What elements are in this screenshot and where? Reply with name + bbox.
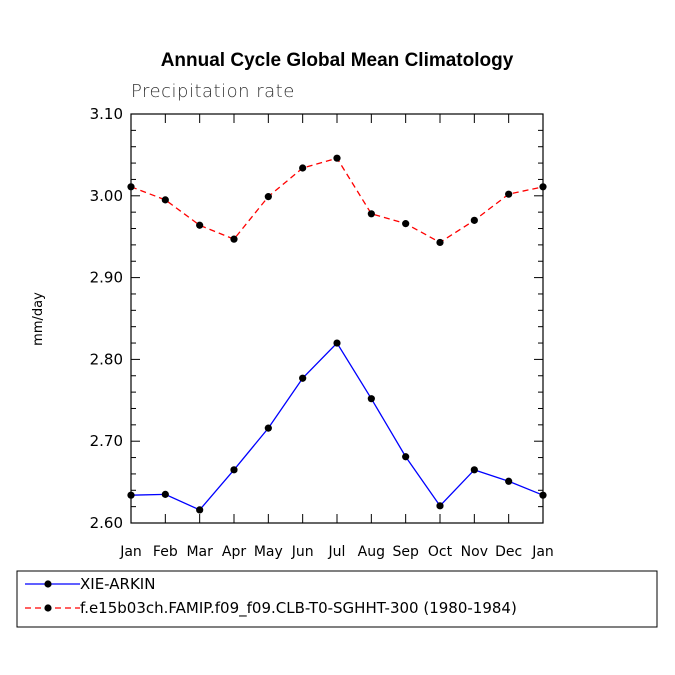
data-point — [402, 220, 410, 228]
data-point — [470, 466, 478, 474]
x-tick-label: Dec — [495, 544, 522, 560]
data-point — [230, 235, 238, 243]
data-point — [161, 196, 169, 204]
data-point — [505, 190, 513, 198]
y-tick-label: 3.00 — [90, 187, 123, 205]
legend-label: XIE-ARKIN — [80, 575, 155, 593]
legend-marker — [44, 580, 52, 588]
x-tick-label: May — [254, 544, 283, 560]
x-tick-label: Jun — [291, 544, 314, 560]
y-tick-label: 2.60 — [90, 514, 123, 532]
chart-subtitle: Precipitation rate — [131, 81, 295, 102]
data-point — [470, 216, 478, 224]
y-tick-label: 2.80 — [90, 350, 123, 368]
series-line — [130, 341, 544, 511]
data-point — [333, 339, 341, 347]
data-point — [299, 164, 307, 172]
x-tick-label: Oct — [428, 544, 453, 560]
x-tick-label: Jan — [119, 544, 142, 560]
y-axis-label: mm/day — [31, 292, 46, 346]
y-tick-label: 2.90 — [90, 269, 123, 287]
data-point — [127, 491, 135, 499]
data-point — [230, 466, 238, 474]
legend-box — [16, 570, 658, 628]
data-point — [539, 183, 547, 191]
y-tick-label: 2.70 — [90, 432, 123, 450]
series-2 — [127, 154, 547, 247]
x-tick-label: Sep — [392, 544, 419, 560]
data-point — [299, 374, 307, 382]
data-point — [436, 502, 444, 510]
chart-title: Annual Cycle Global Mean Climatology — [161, 50, 514, 71]
x-tick-label: Feb — [153, 544, 178, 560]
series-layer — [127, 154, 547, 514]
x-tick-label: Nov — [461, 544, 488, 560]
data-point — [264, 193, 272, 201]
data-point — [367, 395, 375, 403]
data-point — [505, 477, 513, 485]
data-point — [196, 506, 204, 514]
data-point — [436, 238, 444, 247]
data-point — [264, 424, 272, 432]
x-tick-labels: Jan Feb Mar Apr May Jun Jul Aug Sep Oct Nov Dec Jan — [119, 544, 554, 560]
data-point — [367, 210, 375, 218]
minor-ticks — [131, 129, 543, 508]
legend-label: f.e15b03ch.FAMIP.f09_f09.CLB-T0-SGHHT-30… — [80, 599, 517, 618]
x-tick-label: Apr — [222, 544, 246, 560]
x-tick-label: Jan — [531, 544, 554, 560]
data-point — [196, 221, 204, 229]
legend-item: f.e15b03ch.FAMIP.f09_f09.CLB-T0-SGHHT-30… — [25, 599, 517, 618]
series-line — [130, 157, 544, 244]
x-tick-label: Jul — [328, 544, 346, 560]
data-point — [127, 183, 135, 191]
y-tick-labels: 3.10 3.00 2.90 2.80 2.70 2.60 — [90, 105, 123, 532]
data-point — [539, 491, 547, 499]
major-ticks — [130, 113, 544, 524]
data-point — [161, 490, 169, 498]
legend-marker — [44, 604, 52, 612]
data-point — [333, 154, 341, 162]
legend: XIE-ARKIN f.e15b03ch.FAMIP.f09_f09.CLB-T0… — [25, 575, 517, 618]
data-point — [402, 453, 410, 461]
legend-item: XIE-ARKIN — [25, 575, 155, 593]
y-tick-label: 3.10 — [90, 105, 123, 123]
x-tick-label: Aug — [358, 544, 385, 560]
plot-area-frame — [130, 113, 544, 524]
series-1 — [127, 339, 547, 514]
x-tick-label: Mar — [186, 544, 213, 560]
